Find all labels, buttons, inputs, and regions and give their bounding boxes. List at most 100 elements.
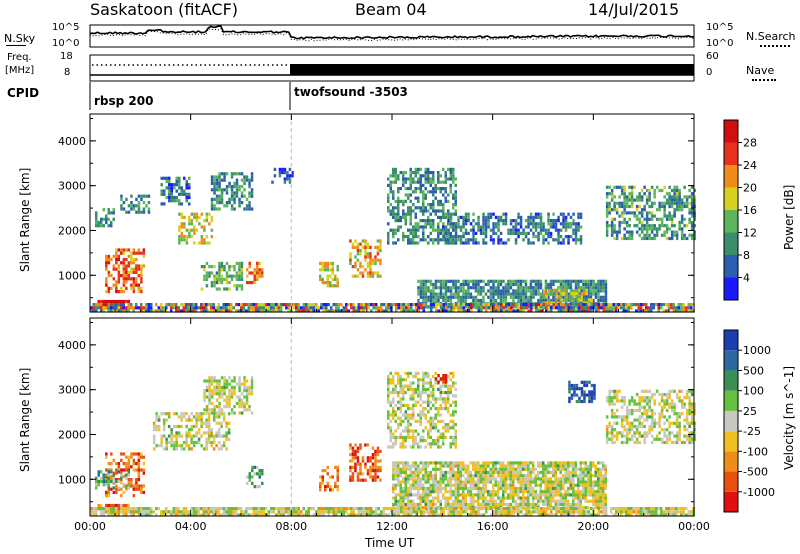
velocity-cell <box>240 401 244 405</box>
power-cell <box>555 295 558 299</box>
power-cell <box>653 195 656 199</box>
power-cell <box>245 207 249 211</box>
velocity-cell <box>452 442 455 446</box>
power-cell <box>524 225 528 229</box>
power-cell <box>425 303 428 307</box>
velocity-cell <box>392 407 395 411</box>
power-cell <box>622 303 625 307</box>
velocity-cell <box>484 499 487 503</box>
power-cell <box>534 292 538 296</box>
power-cell <box>640 214 644 218</box>
power-cell <box>170 195 173 200</box>
velocity-cell <box>356 472 360 476</box>
power-cell <box>322 303 325 307</box>
power-cell <box>257 303 260 307</box>
power-cell <box>155 309 158 313</box>
velocity-cell <box>519 506 522 510</box>
power-cell <box>213 185 216 189</box>
velocity-cell <box>359 478 362 482</box>
velocity-cell <box>487 499 490 503</box>
velocity-cell <box>205 440 208 445</box>
velocity-cell <box>419 416 422 420</box>
power-cell <box>127 264 131 268</box>
power-cell <box>198 222 201 226</box>
velocity-cell <box>248 405 251 409</box>
velocity-cell <box>514 461 517 465</box>
power-cell <box>670 195 674 199</box>
power-cell <box>665 227 669 231</box>
power-cell <box>427 222 430 226</box>
power-cell <box>127 210 131 214</box>
power-cell <box>285 303 288 307</box>
power-cell <box>95 306 98 310</box>
velocity-cell <box>203 408 206 412</box>
velocity-cell <box>417 387 420 391</box>
power-ytick-label-2: 3000 <box>58 180 86 193</box>
velocity-cell <box>427 480 430 484</box>
velocity-cell <box>404 435 407 439</box>
power-cell <box>180 309 183 313</box>
power-cell <box>117 303 120 307</box>
velocity-cell <box>392 445 395 449</box>
velocity-cell <box>417 384 420 388</box>
velocity-cell <box>469 483 472 487</box>
power-cell <box>459 282 463 287</box>
velocity-cell <box>519 477 522 481</box>
velocity-cell <box>469 490 472 494</box>
velocity-cell <box>479 480 482 484</box>
power-cell <box>377 309 380 313</box>
power-cell <box>625 195 629 199</box>
velocity-cell <box>389 381 392 385</box>
power-cell <box>557 292 560 296</box>
velocity-cell <box>439 432 442 436</box>
velocity-cell <box>457 506 460 510</box>
velocity-cell <box>432 394 435 398</box>
power-cell <box>107 286 111 290</box>
power-cell <box>137 201 141 205</box>
power-cell <box>452 222 455 226</box>
velocity-cell <box>392 413 395 417</box>
power-cell <box>233 194 236 198</box>
power-cell <box>562 241 565 245</box>
power-cell <box>402 238 405 242</box>
velocity-cell <box>142 490 146 494</box>
velocity-cell <box>477 477 480 481</box>
power-cell <box>680 204 684 209</box>
power-cell <box>142 264 146 268</box>
velocity-cell <box>319 488 322 492</box>
power-cell <box>223 188 226 192</box>
power-cell <box>552 225 555 229</box>
power-cell <box>277 306 280 310</box>
power-cell <box>572 238 575 242</box>
velocity-cell <box>417 480 420 484</box>
velocity-cell <box>444 377 448 381</box>
power-cell <box>460 306 463 310</box>
velocity-cell <box>397 461 400 465</box>
power-cell <box>675 309 678 313</box>
velocity-cell <box>369 469 372 473</box>
power-cell <box>140 306 143 310</box>
velocity-cell <box>554 490 557 494</box>
power-cell <box>394 206 397 210</box>
velocity-cell <box>228 382 231 386</box>
power-cell <box>319 274 322 278</box>
power-cell <box>572 298 575 303</box>
power-cell <box>210 281 214 285</box>
power-cell <box>444 180 447 184</box>
power-cell <box>477 222 480 226</box>
power-cell <box>474 238 478 242</box>
power-cell <box>452 309 455 313</box>
velocity-cell <box>454 486 457 491</box>
power-cell <box>122 299 125 304</box>
power-cell <box>653 227 656 231</box>
power-cell <box>572 222 575 226</box>
velocity-cell <box>324 488 327 492</box>
power-cell <box>286 174 289 178</box>
velocity-cell <box>492 486 495 491</box>
power-cell <box>520 306 523 310</box>
power-cell <box>210 181 214 185</box>
power-cell <box>412 235 415 239</box>
velocity-cell <box>444 426 447 430</box>
power-cell <box>265 303 268 307</box>
velocity-cell <box>190 437 193 441</box>
